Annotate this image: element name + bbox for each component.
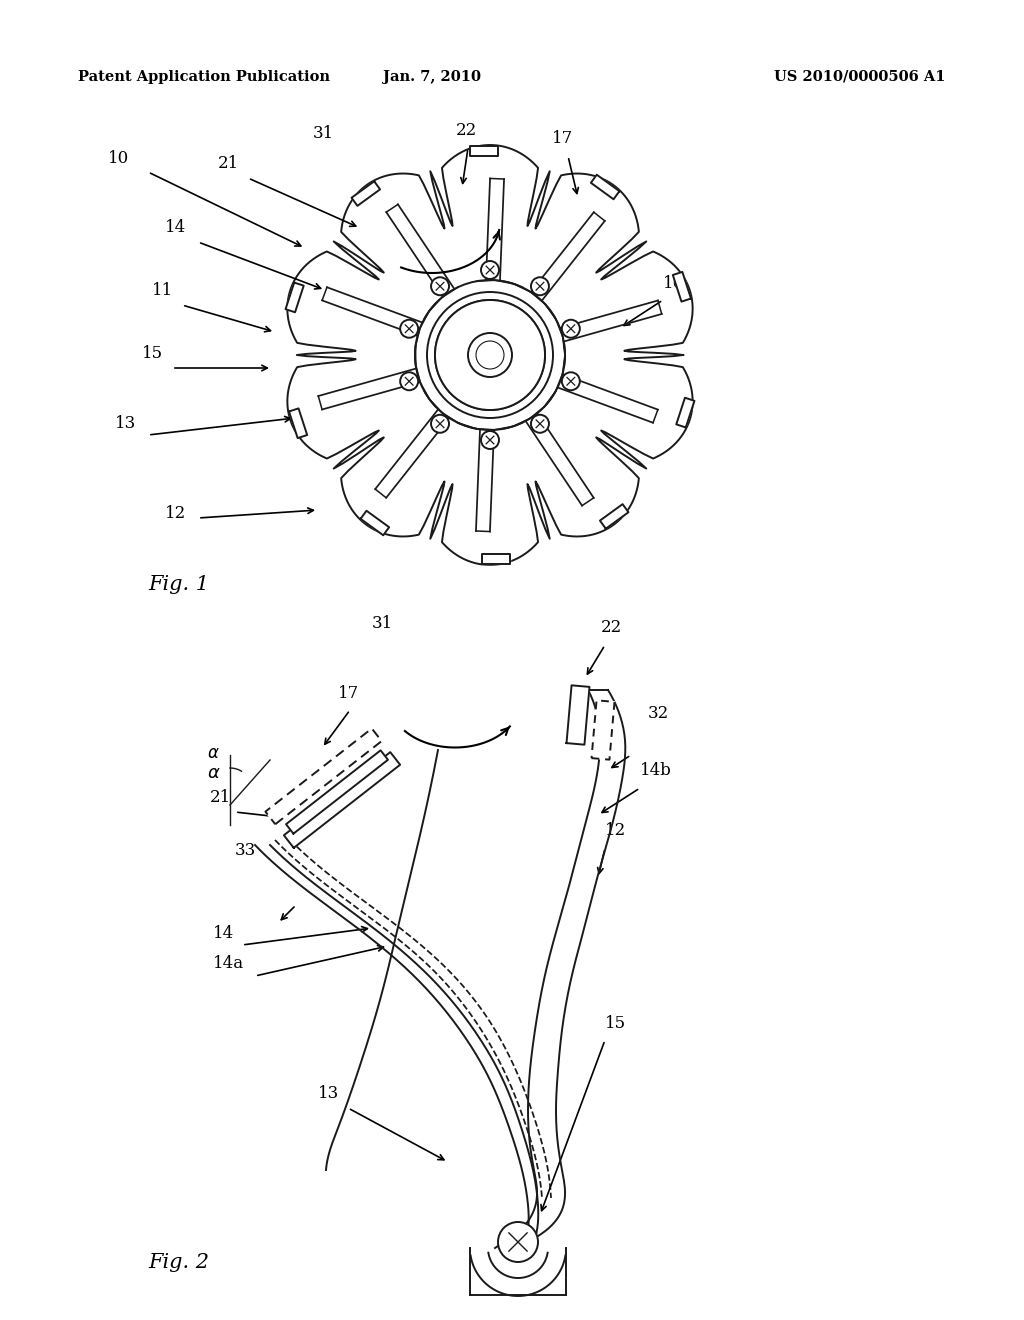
Text: 31: 31 — [372, 615, 393, 632]
Circle shape — [400, 319, 418, 338]
Text: 11: 11 — [152, 282, 173, 300]
Polygon shape — [284, 752, 400, 847]
Text: 12: 12 — [165, 506, 186, 521]
Circle shape — [435, 300, 545, 411]
Text: 32: 32 — [648, 705, 670, 722]
Text: 13: 13 — [115, 414, 136, 432]
Text: US 2010/0000506 A1: US 2010/0000506 A1 — [773, 70, 945, 84]
Text: $\alpha$: $\alpha$ — [207, 744, 220, 762]
Text: 21: 21 — [210, 789, 231, 807]
Text: 22: 22 — [601, 619, 623, 636]
Circle shape — [498, 1222, 538, 1262]
Text: 16: 16 — [663, 275, 684, 292]
Polygon shape — [470, 147, 499, 156]
Circle shape — [531, 277, 549, 296]
Circle shape — [431, 414, 450, 433]
Text: $\alpha$: $\alpha$ — [207, 764, 220, 781]
Text: 22: 22 — [456, 121, 477, 139]
Text: Jan. 7, 2010: Jan. 7, 2010 — [383, 70, 481, 84]
Text: 14: 14 — [213, 925, 234, 942]
Text: Patent Application Publication: Patent Application Publication — [78, 70, 330, 84]
Polygon shape — [566, 685, 590, 744]
Polygon shape — [481, 553, 510, 564]
Polygon shape — [286, 282, 304, 313]
Text: 14a: 14a — [213, 954, 244, 972]
Text: Fig. 2: Fig. 2 — [148, 1253, 209, 1272]
Polygon shape — [591, 174, 620, 199]
Polygon shape — [360, 511, 389, 536]
Text: 12: 12 — [605, 822, 627, 840]
Text: 17: 17 — [552, 129, 573, 147]
Text: 21: 21 — [218, 154, 240, 172]
Polygon shape — [286, 750, 388, 834]
Circle shape — [400, 372, 418, 391]
Text: 33: 33 — [234, 842, 256, 859]
Circle shape — [562, 372, 580, 391]
Polygon shape — [288, 145, 692, 565]
Circle shape — [531, 414, 549, 433]
Circle shape — [481, 432, 499, 449]
Text: 15: 15 — [605, 1015, 626, 1032]
Circle shape — [431, 277, 450, 296]
Text: 10: 10 — [108, 150, 129, 168]
Polygon shape — [351, 181, 380, 206]
Polygon shape — [600, 504, 629, 529]
Circle shape — [468, 333, 512, 378]
Circle shape — [481, 261, 499, 279]
Polygon shape — [673, 272, 691, 301]
Polygon shape — [265, 729, 382, 824]
Text: 31: 31 — [313, 125, 334, 143]
Text: 17: 17 — [338, 685, 359, 702]
Polygon shape — [676, 397, 694, 428]
Text: 14b: 14b — [640, 762, 672, 779]
Text: 14: 14 — [165, 219, 186, 236]
Circle shape — [562, 319, 580, 338]
Text: 15: 15 — [142, 345, 163, 362]
Text: 13: 13 — [318, 1085, 339, 1102]
Polygon shape — [289, 408, 307, 438]
Text: Fig. 1: Fig. 1 — [148, 576, 209, 594]
Polygon shape — [592, 701, 614, 760]
